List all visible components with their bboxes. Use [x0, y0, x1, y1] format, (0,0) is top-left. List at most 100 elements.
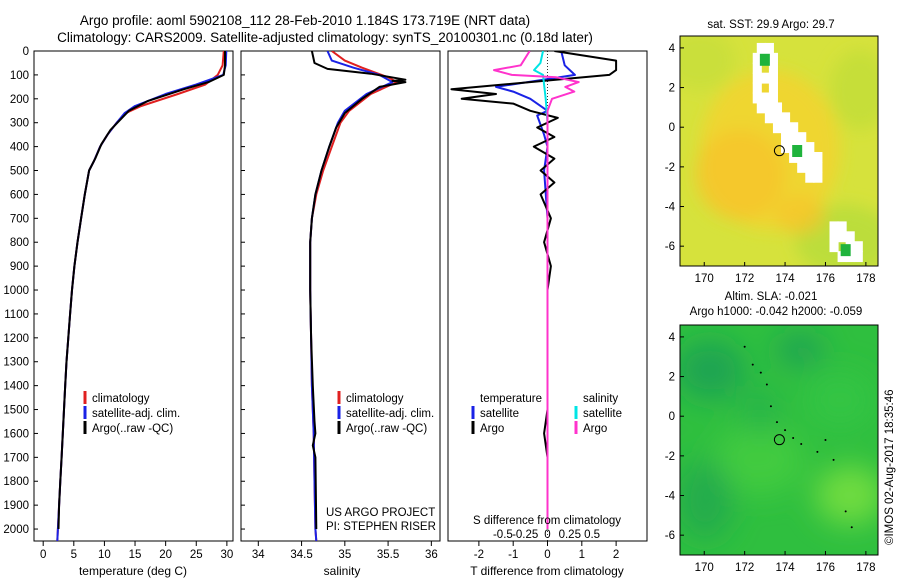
x-tick-label: 25 — [190, 549, 203, 561]
depth-tick-label: 1400 — [3, 381, 29, 393]
cloud-mask-cell — [772, 102, 783, 114]
depth-tick-label: 900 — [10, 261, 29, 273]
cloud-mask-cell — [805, 171, 815, 183]
secondary-tick-label: 0.5 — [584, 529, 600, 541]
cloud-mask-cell — [837, 221, 847, 233]
track-dot — [824, 439, 827, 441]
legend-label-satellite: satellite-adj. clim. — [92, 408, 180, 420]
cloud-mask-cell — [829, 221, 839, 233]
cloud-mask-cell — [829, 241, 839, 253]
series-line-salinity-argo — [493, 51, 580, 529]
title-line-2: Climatology: CARS2009. Satellite-adjuste… — [57, 30, 593, 45]
salinity-series — [309, 51, 407, 541]
depth-tick-label: 1600 — [3, 428, 29, 440]
legend-label-temp-argo: Argo — [480, 423, 504, 435]
sla-map-frame — [679, 324, 879, 556]
legend-label-sal-argo: Argo — [583, 423, 607, 435]
series-line-temperature-satellite — [495, 51, 576, 529]
cloud-mask-cell — [752, 72, 762, 84]
depth-tick-label: 1700 — [3, 452, 29, 464]
sst-argo-position-marker — [773, 145, 785, 157]
x-tick-label: -2 — [474, 549, 484, 561]
cloud-mask-cell — [756, 42, 766, 54]
temperature-x-ticks: 0 5 10 15 20 25 30 — [40, 541, 233, 561]
cloud-mask-cell — [789, 122, 799, 134]
x-tick-label: 1 — [579, 549, 585, 561]
green-patch — [840, 244, 851, 257]
track-dot — [792, 437, 795, 440]
track-dot — [816, 450, 819, 453]
legend-label-temp-satellite: satellite — [480, 408, 519, 420]
map-y-tick-label: -2 — [665, 451, 675, 463]
track-dot — [800, 442, 803, 445]
depth-tick-label: 600 — [10, 189, 29, 201]
cloud-mask-cell — [813, 171, 823, 183]
cloud-mask-cell — [837, 251, 847, 263]
map-x-tick-label: 178 — [856, 562, 875, 574]
track-dot — [844, 510, 847, 513]
cloud-mask-cell — [829, 231, 839, 243]
salinity-xlabel: salinity — [324, 564, 361, 578]
map-y-tick-label: 2 — [669, 372, 675, 384]
map-y-tick-label: -4 — [665, 491, 676, 503]
secondary-tick-label: -0.25 — [512, 529, 538, 541]
cloud-mask-cell — [853, 241, 863, 253]
map-y-tick-label: 2 — [669, 83, 675, 95]
map-x-tick-label: 176 — [816, 273, 835, 285]
sla-map-title-1: Altim. SLA: -0.021 — [725, 291, 818, 303]
difference-legend: temperature salinity satellite Argo sate… — [471, 393, 622, 435]
map-x-tick-label: 170 — [695, 273, 714, 285]
cloud-mask-cell — [752, 92, 762, 104]
depth-tick-label: 1900 — [3, 500, 29, 512]
sla-track-dots — [743, 345, 853, 529]
sla-map-title-2: Argo h1000: -0.042 h2000: -0.059 — [690, 306, 863, 318]
legend-label-satellite: satellite-adj. clim. — [346, 408, 434, 420]
depth-tick-label: 100 — [10, 70, 29, 82]
difference-series — [450, 51, 618, 529]
depth-tick-label: 1300 — [3, 357, 29, 369]
map-x-tick-label: 174 — [775, 562, 795, 574]
cloud-mask-cell — [752, 62, 762, 74]
project-line-1: US ARGO PROJECT — [326, 507, 435, 519]
depth-tick-label: 0 — [23, 46, 29, 58]
x-tick-label: 0 — [40, 549, 46, 561]
depth-tick-label: 700 — [10, 213, 29, 225]
green-patch — [792, 145, 803, 157]
depth-tick-label: 1800 — [3, 476, 29, 488]
green-patch — [759, 53, 770, 66]
track-dot — [832, 458, 835, 461]
imos-watermark: ©IMOS 02-Aug-2017 18:35:46 — [884, 389, 896, 545]
cloud-mask-cell — [797, 161, 807, 173]
cloud-mask-cell — [797, 132, 807, 144]
map-y-tick-label: 4 — [669, 43, 676, 55]
sst-map-title: sat. SST: 29.9 Argo: 29.7 — [707, 19, 834, 31]
temperature-panel-frame — [33, 50, 234, 542]
track-dot — [775, 421, 778, 424]
series-line-temperature-argo — [450, 51, 618, 529]
track-dot — [850, 526, 853, 529]
title-line-1: Argo profile: aoml 5902108_112 28-Feb-20… — [80, 13, 530, 28]
track-dot — [765, 383, 768, 386]
series-line-argo-raw-qc- — [57, 51, 226, 530]
cloud-mask-cell — [768, 72, 778, 84]
map-y-tick-label: 4 — [669, 332, 676, 344]
cloud-mask-cell — [789, 151, 799, 163]
track-dot — [743, 345, 746, 348]
track-dot — [759, 371, 762, 374]
map-x-tick-label: 172 — [735, 562, 754, 574]
cloud-mask-cell — [805, 161, 815, 173]
map-x-tick-label: 174 — [775, 273, 795, 285]
x-tick-label: -1 — [508, 549, 518, 561]
sst-green-patches — [759, 53, 851, 257]
cloud-mask-cell — [797, 151, 807, 163]
cloud-mask-cell — [853, 251, 863, 263]
cloud-mask-cell — [845, 231, 855, 243]
cloud-mask-cell — [813, 151, 823, 163]
depth-tick-label: 400 — [10, 142, 29, 154]
map-y-tick-label: -6 — [665, 241, 675, 253]
cloud-mask-cell — [805, 142, 815, 153]
series-line-climatology — [309, 51, 398, 541]
depth-tick-label: 2000 — [3, 524, 29, 536]
x-tick-label: 5 — [71, 549, 77, 561]
depth-tick-label: 1500 — [3, 405, 29, 417]
